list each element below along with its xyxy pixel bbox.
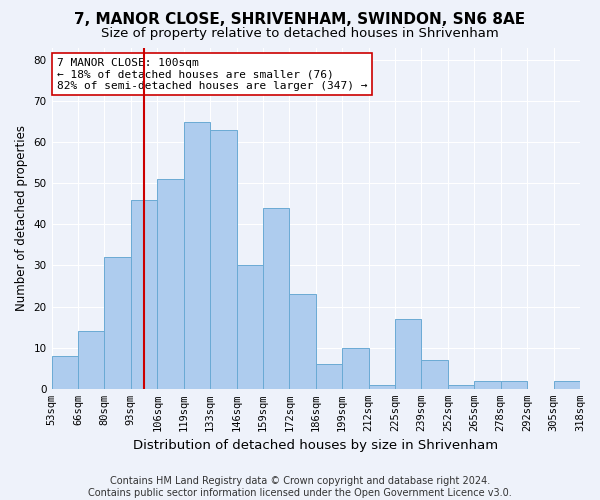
Bar bbox=[131, 200, 157, 389]
Bar bbox=[184, 122, 210, 389]
Text: Size of property relative to detached houses in Shrivenham: Size of property relative to detached ho… bbox=[101, 28, 499, 40]
Bar bbox=[501, 380, 527, 389]
Bar bbox=[368, 384, 395, 389]
Bar bbox=[395, 319, 421, 389]
Bar bbox=[554, 380, 580, 389]
Text: 7, MANOR CLOSE, SHRIVENHAM, SWINDON, SN6 8AE: 7, MANOR CLOSE, SHRIVENHAM, SWINDON, SN6… bbox=[74, 12, 526, 28]
Bar bbox=[342, 348, 368, 389]
X-axis label: Distribution of detached houses by size in Shrivenham: Distribution of detached houses by size … bbox=[133, 440, 499, 452]
Text: Contains HM Land Registry data © Crown copyright and database right 2024.
Contai: Contains HM Land Registry data © Crown c… bbox=[88, 476, 512, 498]
Bar bbox=[236, 266, 263, 389]
Bar bbox=[210, 130, 236, 389]
Text: 7 MANOR CLOSE: 100sqm
← 18% of detached houses are smaller (76)
82% of semi-deta: 7 MANOR CLOSE: 100sqm ← 18% of detached … bbox=[57, 58, 367, 91]
Bar bbox=[316, 364, 342, 389]
Bar bbox=[289, 294, 316, 389]
Bar bbox=[157, 179, 184, 389]
Bar bbox=[104, 257, 131, 389]
Bar bbox=[475, 380, 501, 389]
Bar bbox=[78, 331, 104, 389]
Y-axis label: Number of detached properties: Number of detached properties bbox=[15, 125, 28, 311]
Bar bbox=[52, 356, 78, 389]
Bar bbox=[263, 208, 289, 389]
Bar bbox=[421, 360, 448, 389]
Bar bbox=[448, 384, 475, 389]
